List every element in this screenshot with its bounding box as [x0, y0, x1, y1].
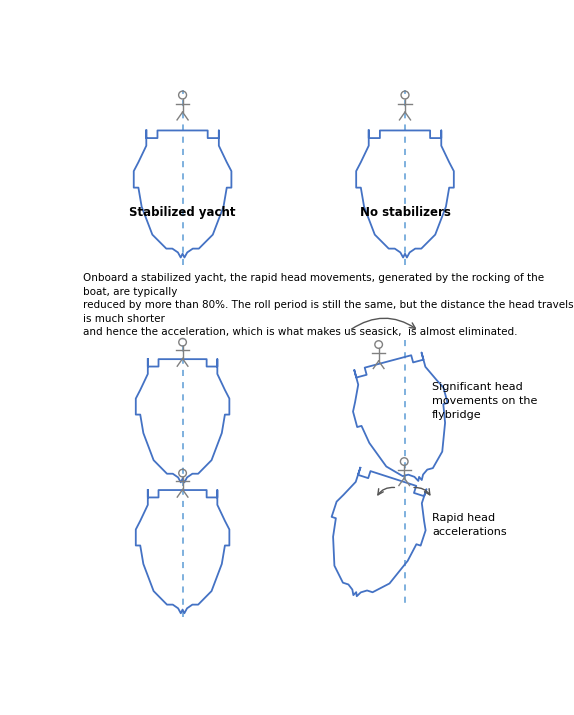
Text: Rapid head
accelerations: Rapid head accelerations [432, 513, 507, 537]
Text: Onboard a stabilized yacht, the rapid head movements, generated by the rocking o: Onboard a stabilized yacht, the rapid he… [83, 273, 573, 337]
Text: Stabilized yacht: Stabilized yacht [129, 207, 236, 220]
Text: No stabilizers: No stabilizers [359, 207, 451, 220]
Text: Significant head
movements on the
flybridge: Significant head movements on the flybri… [432, 383, 537, 420]
